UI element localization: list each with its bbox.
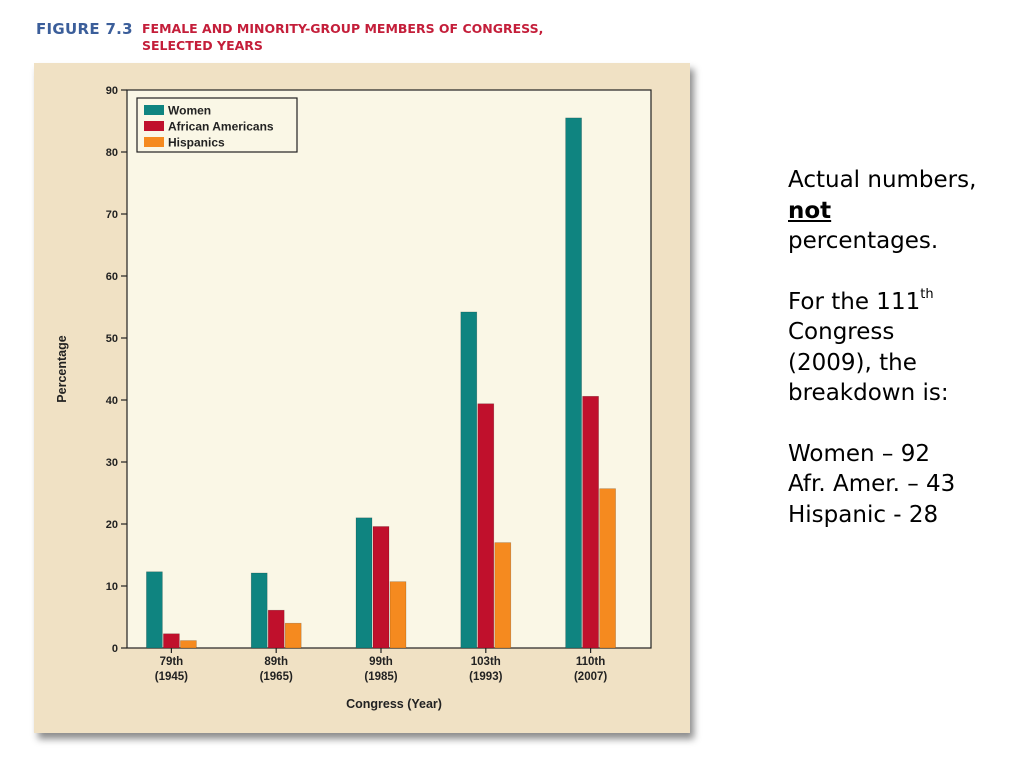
note-line-percentages: percentages.: [788, 228, 939, 254]
y-tick-label: 20: [106, 519, 118, 531]
bar-hispanics-103th: [494, 542, 512, 649]
x-tick-label: 110th: [576, 656, 605, 668]
note-paragraph-2: For the 111th Congress (2009), the break…: [788, 287, 1020, 409]
note-line-111th: For the 111th: [788, 287, 1020, 318]
note-paragraph-3: Women – 92 Afr. Amer. – 43 Hispanic - 28: [788, 439, 1020, 531]
figure-header: FIGURE 7.3 FEMALE AND MINORITY-GROUP MEMB…: [36, 20, 612, 54]
legend-label-african-americans: African Americans: [168, 120, 274, 134]
bar-african-americans-89th: [267, 609, 285, 649]
x-tick-label: 89th: [264, 656, 288, 668]
side-note: Actual numbers, not percentages. For the…: [788, 165, 1020, 530]
bar-african-americans-103th: [477, 403, 495, 649]
note-afr-amer-count: Afr. Amer. – 43: [788, 471, 956, 497]
note-line-actual-numbers: Actual numbers,: [788, 167, 977, 193]
bar-women-79th: [146, 571, 163, 649]
x-tick-label: 79th: [160, 656, 184, 668]
y-axis-label: Percentage: [55, 335, 69, 402]
x-tick-label: 99th: [369, 656, 393, 668]
bar-hispanics-99th: [389, 581, 407, 649]
bar-women-110th: [565, 117, 582, 649]
y-tick-label: 70: [106, 209, 118, 221]
bar-women-99th: [355, 517, 373, 649]
note-paragraph-1: Actual numbers, not percentages.: [788, 165, 1020, 257]
y-tick-label: 80: [106, 147, 118, 159]
note-line-congress: Congress: [788, 319, 895, 345]
x-tick-year-label: (1993): [469, 671, 502, 683]
figure-label: FIGURE 7.3: [36, 20, 133, 38]
bar-hispanics-79th: [180, 640, 197, 649]
y-tick-label: 10: [106, 581, 118, 593]
bar-hispanics-110th: [599, 488, 616, 649]
bar-hispanics-89th: [284, 622, 302, 649]
x-tick-year-label: (1965): [260, 671, 293, 683]
note-line-2009: (2009), the: [788, 349, 917, 376]
note-111-text: For the 111: [788, 288, 921, 315]
chart-panel: 0 10 20 30 40 50 60 70 80 90 Percentage 79th (1945) 8…: [34, 63, 690, 733]
y-tick-label: 40: [106, 395, 118, 407]
x-tick-label: 103th: [471, 656, 501, 668]
legend-swatch-hispanics: [144, 137, 164, 147]
x-tick-year-label: (1985): [364, 671, 397, 683]
note-hispanic-count: Hispanic - 28: [788, 501, 939, 528]
y-tick-label: 50: [106, 333, 118, 345]
note-women-count: Women – 92: [788, 440, 930, 467]
y-tick-label: 30: [106, 457, 118, 469]
legend-swatch-african-americans: [144, 121, 164, 131]
x-tick-year-label: (2007): [574, 671, 607, 683]
y-tick-label: 90: [106, 85, 118, 97]
y-tick-label: 60: [106, 271, 118, 283]
bar-women-89th: [250, 572, 268, 649]
figure-title: FEMALE AND MINORITY-GROUP MEMBERS OF CON…: [142, 21, 544, 53]
x-axis-label: Congress (Year): [346, 697, 442, 711]
legend-swatch-women: [144, 105, 164, 115]
x-tick-year-label: (1945): [155, 671, 188, 683]
bar-african-americans-110th: [582, 395, 599, 649]
note-emphasis-not: not: [788, 197, 832, 224]
y-tick-label: 0: [112, 643, 118, 655]
bar-african-americans-79th: [163, 633, 180, 649]
legend-label-hispanics: Hispanics: [168, 136, 225, 150]
note-111-superscript: th: [920, 286, 934, 302]
note-line-breakdown: breakdown is:: [788, 380, 949, 406]
bar-african-americans-99th: [372, 526, 390, 649]
legend-label-women: Women: [168, 104, 211, 118]
bar-women-103th: [460, 311, 478, 649]
bar-chart: 0 10 20 30 40 50 60 70 80 90 Percentage 79th (1945) 8…: [55, 85, 652, 711]
